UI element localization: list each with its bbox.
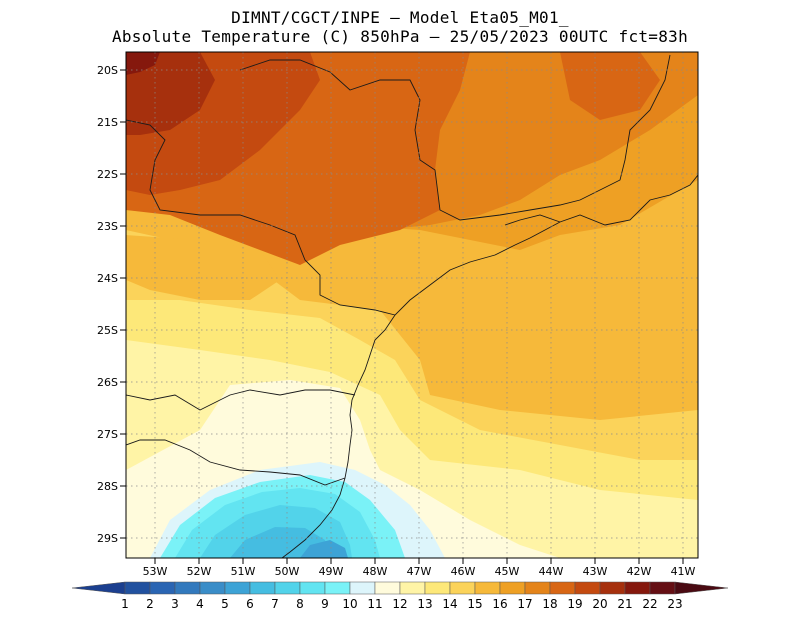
colorbar-swatch [124, 581, 151, 595]
colorbar-label: 13 [417, 597, 432, 611]
colorbar-label: 10 [342, 597, 357, 611]
lat-ticks [120, 69, 126, 539]
colorbar-swatch [649, 581, 676, 595]
lat-label: 29S [97, 532, 118, 545]
lon-label: 41W [671, 565, 696, 578]
colorbar-swatch [524, 581, 551, 595]
lon-label: 43W [583, 565, 608, 578]
colorbar-swatch [224, 581, 251, 595]
colorbar-label: 8 [296, 597, 304, 611]
colorbar: 1 2 3 4 5 6 7 8 9 10 11 12 13 14 15 16 17 18 19 20 21 22 23 [71, 581, 729, 611]
colorbar-swatch [274, 581, 301, 595]
colorbar-label: 20 [592, 597, 607, 611]
colorbar-swatch [349, 581, 376, 595]
colorbar-label: 14 [442, 597, 457, 611]
map-title-line1: DIMNT/CGCT/INPE – Model Eta05_M01_ [231, 8, 569, 27]
colorbar-swatch [474, 581, 501, 595]
colorbar-label: 1 [121, 597, 129, 611]
lon-label: 51W [231, 565, 256, 578]
colorbar-label: 4 [196, 597, 204, 611]
state-border-2 [126, 389, 356, 411]
colorbar-swatch [299, 581, 326, 595]
lat-label: 24S [97, 272, 118, 285]
colorbar-label: 6 [246, 597, 254, 611]
map-frame [125, 51, 699, 559]
state-border-3 [126, 439, 346, 486]
colorbar-swatch [624, 581, 651, 595]
colorbar-label: 12 [392, 597, 407, 611]
colorbar-swatch [549, 581, 576, 595]
lon-label: 44W [539, 565, 564, 578]
colorbar-label: 18 [542, 597, 557, 611]
colorbar-label: 9 [321, 597, 329, 611]
colorbar-swatch [599, 581, 626, 595]
colorbar-swatch [199, 581, 226, 595]
lat-label: 22S [97, 168, 118, 181]
colorbar-label: 11 [367, 597, 382, 611]
colorbar-swatch [374, 581, 401, 595]
colorbar-label: 3 [171, 597, 179, 611]
colorbar-swatch [174, 581, 201, 595]
lon-label: 49W [319, 565, 344, 578]
colorbar-label: 15 [467, 597, 482, 611]
colorbar-swatch [499, 581, 526, 595]
lon-label: 53W [143, 565, 168, 578]
state-border-1 [126, 119, 396, 316]
field-19-east [560, 52, 660, 120]
field-7 [230, 527, 330, 558]
colorbar-swatch [324, 581, 351, 595]
lat-label: 26S [97, 376, 118, 389]
colorbar-label: 2 [146, 597, 154, 611]
colorbar-label: 17 [517, 597, 532, 611]
colorbar-label: 7 [271, 597, 279, 611]
lat-label: 28S [97, 480, 118, 493]
colorbar-label: 16 [492, 597, 507, 611]
lon-ticks [154, 558, 684, 564]
colorbar-swatch [674, 581, 729, 595]
lon-label: 45W [495, 565, 520, 578]
lon-label: 47W [407, 565, 432, 578]
lon-label: 52W [187, 565, 212, 578]
lat-labels: 20S 21S 22S 23S 24S 25S 26S 27S 28S 29S [97, 64, 118, 545]
lon-label: 48W [363, 565, 388, 578]
lat-label: 23S [97, 220, 118, 233]
field-21 [126, 52, 215, 135]
temperature-field [126, 52, 698, 558]
colorbar-swatch [449, 581, 476, 595]
state-border-4 [239, 54, 671, 221]
lat-label: 21S [97, 116, 118, 129]
colorbar-swatch [71, 581, 126, 595]
colorbar-swatch [574, 581, 601, 595]
lat-label: 20S [97, 64, 118, 77]
lon-label: 42W [627, 565, 652, 578]
colorbar-swatch [424, 581, 451, 595]
field-6 [300, 540, 348, 558]
colorbar-label: 21 [617, 597, 632, 611]
colorbar-swatch [249, 581, 276, 595]
rio-border [504, 214, 561, 226]
colorbar-swatch [399, 581, 426, 595]
lon-labels: 53W 52W 51W 50W 49W 48W 47W 46W 45W 44W … [143, 565, 696, 578]
colorbar-label: 19 [567, 597, 582, 611]
lon-label: 46W [451, 565, 476, 578]
lat-label: 27S [97, 428, 118, 441]
colorbar-label: 23 [667, 597, 682, 611]
field-16-west [126, 235, 280, 300]
colorbar-swatch [149, 581, 176, 595]
coastline-borders [126, 54, 698, 558]
map-title-line2: Absolute Temperature (C) 850hPa – 25/05/… [111, 27, 689, 46]
colorbar-label: 5 [221, 597, 229, 611]
colorbar-label: 22 [642, 597, 657, 611]
lat-label: 25S [97, 324, 118, 337]
field-22 [126, 52, 160, 75]
grid-lines [126, 52, 698, 558]
lon-label: 50W [275, 565, 300, 578]
